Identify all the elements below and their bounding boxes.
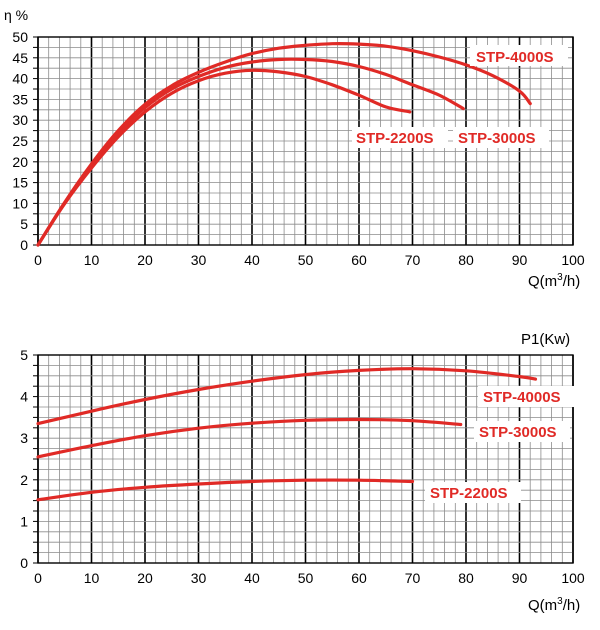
label-stp-4000s: STP-4000S [483,389,561,406]
power-x-tick-label: 30 [191,570,207,586]
efficiency-x-tick-label: 20 [137,252,153,268]
series-label-stp-3000s-eff: STP-3000S [453,127,549,148]
power-x-tick-label: 80 [458,570,474,586]
power-x-tick-label: 20 [137,570,153,586]
power-curve-stp-2200s [36,478,415,502]
power-x-tick-label: 70 [405,570,421,586]
power-x-tick-label: 100 [561,570,585,586]
efficiency-curve-stp-3000s [36,57,465,247]
efficiency-y-tick-label: 25 [12,133,28,149]
efficiency-y-tick-label: 45 [12,50,28,66]
label-stp-2200s: STP-2200S [430,485,508,502]
efficiency-y-tick-labels: 0 5 10 15 20 25 30 35 40 45 50 [12,29,28,253]
power-y-tick-label: 5 [20,347,28,363]
efficiency-y-tick-label: 30 [12,112,28,128]
power-chart: 0 1 2 3 4 5 0 10 20 30 40 50 60 70 80 90 100 P1(Kw) Q(m… [20,331,585,614]
series-label-stp-2200s-pow: STP-2200S [425,482,521,503]
efficiency-grid [33,36,574,246]
series-label-stp-4000s-eff: STP-4000S [470,45,568,66]
efficiency-y-axis-label: η % [4,7,28,23]
power-x-tick-labels: 0 10 20 30 40 50 60 70 80 90 100 [34,570,585,586]
efficiency-y-tick-label: 40 [12,71,28,87]
power-y-tick-label: 3 [20,430,28,446]
series-label-stp-2200s-eff: STP-2200S [352,127,448,148]
efficiency-y-tick-label: 35 [12,91,28,107]
efficiency-x-tick-label: 90 [512,252,528,268]
efficiency-y-tick-label: 5 [20,216,28,232]
efficiency-curves [36,41,532,247]
efficiency-x-tick-label: 30 [191,252,207,268]
efficiency-x-tick-label: 60 [351,252,367,268]
efficiency-curve-stp-4000s [36,41,532,247]
efficiency-x-tick-labels: 0 10 20 30 40 50 60 70 80 90 100 [34,252,585,268]
series-label-stp-3000s-pow: STP-3000S [474,421,570,442]
power-y-tick-label: 0 [20,555,28,571]
series-label-stp-4000s-pow: STP-4000S [478,386,574,407]
efficiency-y-tick-label: 50 [12,29,28,45]
efficiency-y-tick-label: 0 [20,237,28,253]
power-x-axis-label: Q(m3/h) [528,596,580,614]
efficiency-x-tick-label: 0 [34,252,42,268]
efficiency-chart: 0 5 10 15 20 25 30 35 40 45 50 0 10 20 30 40 50 60 70 80 90… [4,7,585,290]
efficiency-y-tick-label: 10 [12,195,28,211]
label-stp-3000s: STP-3000S [479,424,557,441]
power-y-tick-label: 4 [20,389,28,405]
label-stp-4000s: STP-4000S [476,49,554,66]
power-curves [36,367,538,502]
power-x-tick-label: 0 [34,570,42,586]
power-x-tick-label: 50 [298,570,314,586]
power-y-tick-label: 2 [20,472,28,488]
power-y-axis-label: P1(Kw) [521,331,570,348]
label-stp-2200s: STP-2200S [356,130,434,147]
label-stp-3000s: STP-3000S [458,130,536,147]
power-y-tick-label: 1 [20,513,28,529]
efficiency-x-tick-label: 80 [458,252,474,268]
power-curve-stp-3000s [36,417,463,459]
power-curve-stp-4000s [36,367,538,426]
power-x-tick-label: 40 [244,570,260,586]
efficiency-x-tick-label: 50 [298,252,314,268]
efficiency-y-tick-label: 20 [12,154,28,170]
power-x-tick-label: 60 [351,570,367,586]
efficiency-x-tick-label: 10 [84,252,100,268]
efficiency-y-tick-label: 15 [12,175,28,191]
efficiency-x-tick-label: 100 [561,252,585,268]
efficiency-x-axis-label: Q(m3/h) [528,272,580,290]
efficiency-x-tick-label: 40 [244,252,260,268]
power-x-tick-label: 10 [84,570,100,586]
efficiency-x-tick-label: 70 [405,252,421,268]
power-y-tick-labels: 0 1 2 3 4 5 [20,347,28,571]
power-x-tick-label: 90 [512,570,528,586]
